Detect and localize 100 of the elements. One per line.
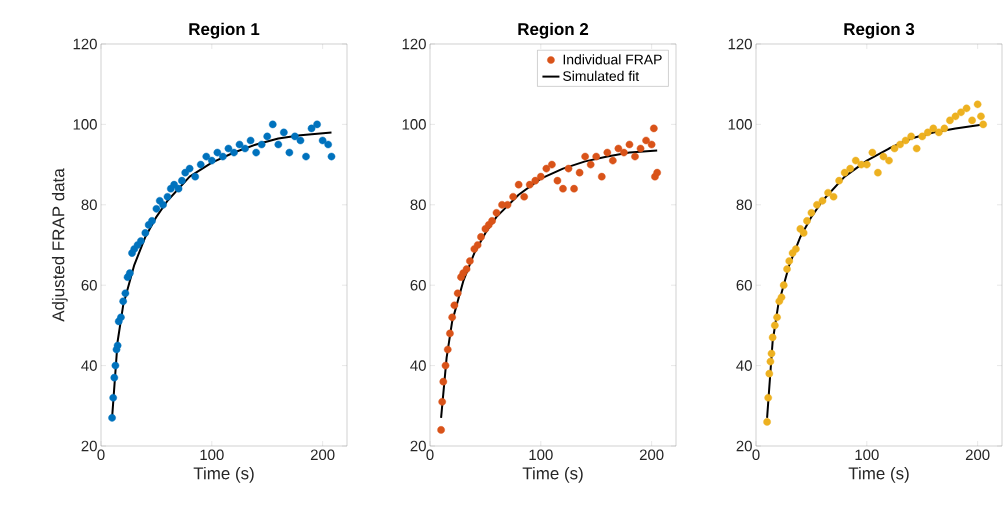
point [614,144,623,153]
point [763,418,771,426]
y-tick-label: 20 [81,440,97,452]
point [764,393,772,402]
point [785,257,794,265]
point [957,108,965,117]
point [829,192,838,201]
point [473,241,482,249]
point [263,132,272,141]
point [647,140,656,149]
point [977,112,985,121]
point [773,313,781,322]
point [121,289,130,298]
point [807,209,816,217]
x-tick-label: 100 [855,449,879,461]
point [257,140,266,149]
point [111,361,120,370]
y-axis-title: Adjusted FRAP data [51,168,68,322]
point [450,301,459,310]
x-tick-label: 200 [639,449,664,461]
point [159,201,167,209]
point [890,144,899,153]
point [792,245,800,253]
point [979,120,987,129]
x-tick-label: 0 [426,449,434,461]
point [246,136,255,145]
y-tick-label: 60 [410,279,426,291]
point [940,124,949,133]
x-tick-label: 200 [310,449,335,461]
point [119,297,127,306]
point [152,205,161,213]
y-tick-label: 80 [736,199,752,211]
y-tick-label: 100 [73,119,97,130]
point [520,192,528,201]
point [537,172,545,181]
point [448,313,456,322]
point [163,192,172,201]
point [973,100,982,109]
point [559,184,567,193]
point [174,184,183,193]
point [620,148,628,157]
point [642,136,650,145]
legend-label: Simulated fit [563,70,640,82]
point [453,289,462,298]
point [235,140,244,149]
point [946,116,954,125]
point [840,168,849,177]
point [492,209,501,217]
chart-title: Region 2 [518,22,589,39]
point [581,152,589,161]
x-axis-title: Time (s) [848,466,909,483]
point [437,426,445,434]
point [488,217,496,225]
point [575,168,584,177]
point [230,148,238,157]
point [241,144,249,153]
point [291,132,299,141]
point [503,201,512,209]
legend-label: Individual FRAP [563,54,662,65]
x-tick-label: 0 [752,449,760,461]
chart-title: Region 1 [189,22,260,39]
point [968,116,976,125]
y-tick-label: 40 [81,360,97,371]
point [110,373,119,382]
point [296,136,305,145]
x-axis-title: Time (s) [193,466,254,483]
point [603,148,612,157]
y-tick-label: 100 [402,119,426,130]
point [597,172,606,181]
y-tick-label: 40 [410,360,426,371]
point [885,156,893,165]
point [570,184,578,193]
point [767,349,776,358]
y-tick-label: 80 [81,199,97,211]
point [327,152,336,161]
chart-title: Region 3 [844,22,915,39]
point [324,140,332,149]
point [879,152,888,161]
point [219,152,227,161]
point [586,160,595,169]
point [202,152,211,161]
point [868,148,877,157]
point [252,148,260,157]
point [951,112,960,121]
point [835,176,843,185]
x-tick-label: 0 [97,449,105,461]
point [923,128,932,137]
point [109,393,117,402]
point [653,168,661,177]
point [117,313,125,322]
point [771,321,779,330]
point [907,132,915,141]
point [224,144,233,153]
point [918,132,927,141]
point [768,333,777,342]
point [466,257,474,265]
point [196,160,205,169]
x-tick-label: 100 [529,449,553,461]
point [178,176,186,185]
point [213,148,222,157]
